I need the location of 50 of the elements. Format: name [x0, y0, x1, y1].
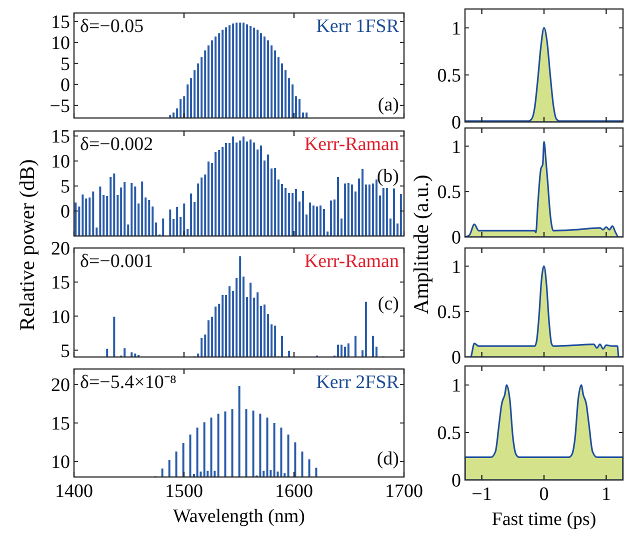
- annotation: δ=−0.002: [80, 134, 154, 155]
- y-tick-label: 0: [452, 348, 461, 369]
- x-tick-label: 0: [539, 484, 549, 505]
- y-tick-label: 10: [51, 452, 70, 474]
- x-tick-label: 1500: [165, 481, 203, 502]
- y-tick-label: 0: [60, 202, 70, 223]
- y-tick-label: 0.5: [437, 302, 461, 324]
- y-tick-label: 1: [452, 376, 461, 397]
- y-tick-label: 5: [60, 54, 70, 76]
- y-tick-label: 0.5: [437, 182, 461, 204]
- y-tick-label: 5: [60, 176, 70, 198]
- y-tick-label: 0.5: [437, 66, 461, 87]
- y-tick-label: 15: [51, 272, 70, 294]
- y-tick-label: 15: [51, 414, 70, 435]
- y-tick-label: 20: [51, 375, 70, 396]
- y-tick-label: 5: [60, 340, 70, 362]
- y-tick-label: 1: [452, 256, 461, 278]
- y-tick-label: 1: [452, 18, 461, 40]
- y-tick-label: 15: [51, 126, 70, 148]
- y-tick-label: 0: [60, 75, 70, 96]
- x-axis-title: Wavelength (nm): [173, 506, 305, 527]
- y-tick-label: 0: [452, 228, 461, 249]
- annotation: δ=−5.4×10⁻⁸: [80, 372, 176, 393]
- x-tick-label: 1: [601, 484, 611, 505]
- annotation: (a): [378, 94, 399, 116]
- annotation: δ=−0.05: [80, 16, 144, 37]
- y-tick-label: 20: [51, 238, 70, 260]
- annotation: (d): [376, 448, 399, 470]
- annotation: Kerr 2FSR: [316, 372, 400, 393]
- x-tick-label: 1400: [55, 481, 93, 502]
- x-tick-label: 1700: [385, 481, 423, 502]
- y-tick-label: 1: [452, 136, 461, 158]
- y-axis-title: Relative power (dB): [15, 159, 39, 331]
- annotation: δ=−0.001: [80, 251, 154, 272]
- y-tick-label: 0: [452, 112, 461, 134]
- annotation: (b): [376, 166, 399, 188]
- annotation: (c): [378, 294, 399, 314]
- x-tick-label: 1600: [275, 481, 313, 502]
- annotation: Kerr-Raman: [304, 251, 400, 272]
- y-tick-label: 10: [51, 33, 70, 54]
- y-tick-label: 0.5: [437, 423, 461, 444]
- y-tick-label: 10: [51, 306, 70, 328]
- annotation: Kerr-Raman: [304, 134, 400, 155]
- x-tick-label: −1: [472, 484, 492, 505]
- y-axis-title: Amplitude (a.u.): [409, 174, 433, 314]
- x-axis-title: Fast time (ps): [492, 509, 596, 530]
- y-tick-label: 15: [51, 12, 70, 34]
- annotation: Kerr 1FSR: [316, 16, 400, 37]
- y-tick-label: 10: [51, 152, 70, 173]
- y-tick-label: −5: [50, 96, 70, 118]
